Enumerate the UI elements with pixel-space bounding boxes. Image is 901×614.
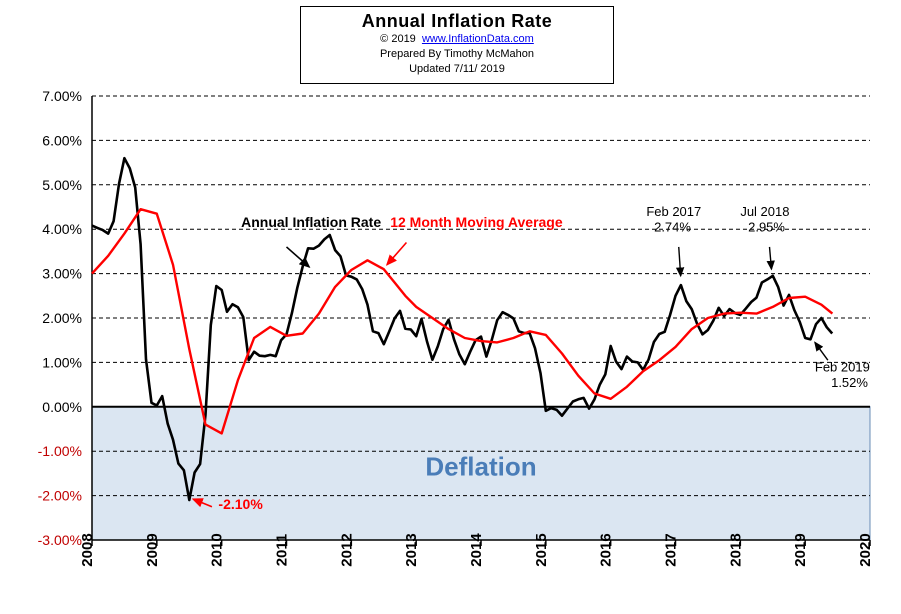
x-tick-label: 2017 xyxy=(663,533,680,566)
label-jul2018-1: Jul 2018 xyxy=(740,204,789,219)
label-jul2018-2: 2.95% xyxy=(748,219,785,234)
label-lowpoint: -2.10% xyxy=(218,496,263,512)
chart-svg: -3.00% -2.00% -1.00% 0.00% 1.00% 2.00% 3.00% 4.… xyxy=(0,0,901,614)
y-tick-label: 0.00% xyxy=(42,399,82,415)
label-feb2019-1: Feb 2019 xyxy=(815,359,870,374)
y-tick-label: 6.00% xyxy=(42,132,82,148)
y-tick-label: 1.00% xyxy=(42,354,82,370)
label-feb2017-2: 2.74% xyxy=(654,219,691,234)
prepared-by: Prepared By Timothy McMahon xyxy=(307,47,607,62)
x-tick-label: 2014 xyxy=(468,533,485,567)
label-feb2017-1: Feb 2017 xyxy=(646,204,701,219)
x-tick-label: 2011 xyxy=(274,534,291,567)
updated-date: Updated 7/11/ 2019 xyxy=(307,62,607,77)
deflation-label: Deflation xyxy=(425,452,536,482)
x-tick-label: 2018 xyxy=(727,533,744,566)
label-inflation: Annual Inflation Rate xyxy=(241,214,381,230)
y-tick-label: 7.00% xyxy=(42,88,82,104)
y-tick-label: -2.00% xyxy=(38,488,82,504)
x-tick-label: 2019 xyxy=(792,533,809,566)
y-tick-label: -3.00% xyxy=(38,532,82,548)
label-feb2019-2: 1.52% xyxy=(831,375,868,390)
x-tick-label: 2009 xyxy=(144,533,161,566)
x-tick-label: 2012 xyxy=(338,533,355,566)
source-link[interactable]: www.InflationData.com xyxy=(422,33,534,45)
x-tick-label: 2010 xyxy=(209,533,226,566)
title-box: Annual Inflation Rate © 2019 www.Inflati… xyxy=(300,6,614,84)
x-tick-label: 2013 xyxy=(403,533,420,566)
y-tick-label: 2.00% xyxy=(42,310,82,326)
y-tick-label: 4.00% xyxy=(42,221,82,237)
y-tick-label: -1.00% xyxy=(38,443,82,459)
x-tick-label: 2008 xyxy=(79,533,96,566)
y-tick-label: 3.00% xyxy=(42,266,82,282)
chart-title: Annual Inflation Rate xyxy=(307,11,607,32)
label-ma12: 12 Month Moving Average xyxy=(390,214,563,230)
x-tick-label: 2015 xyxy=(533,533,550,566)
y-tick-label: 5.00% xyxy=(42,177,82,193)
x-tick-label: 2020 xyxy=(857,533,874,566)
x-tick-label: 2016 xyxy=(598,533,615,566)
copyright-text: © 2019 xyxy=(380,33,416,45)
chart-container: Annual Inflation Rate © 2019 www.Inflati… xyxy=(0,0,901,614)
chart-copyright-line: © 2019 www.InflationData.com xyxy=(307,32,607,47)
